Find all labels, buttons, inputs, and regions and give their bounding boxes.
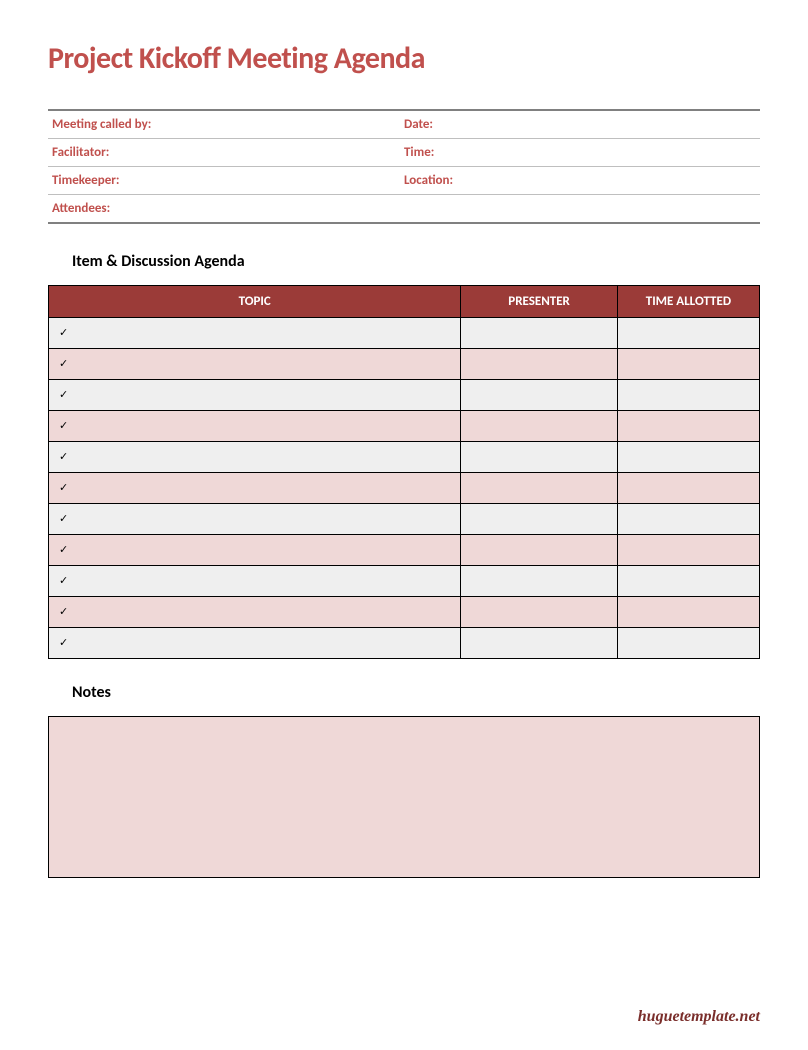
page-title: Project Kickoff Meeting Agenda — [48, 40, 760, 77]
check-icon: ✓ — [59, 636, 68, 649]
cell-presenter — [461, 597, 617, 628]
cell-presenter — [461, 442, 617, 473]
cell-presenter — [461, 628, 617, 659]
cell-topic: ✓ — [49, 628, 461, 659]
table-row: ✓ — [49, 597, 760, 628]
notes-heading: Notes — [72, 683, 760, 702]
table-row: ✓ — [49, 442, 760, 473]
cell-topic: ✓ — [49, 442, 461, 473]
cell-presenter — [461, 411, 617, 442]
cell-time — [617, 442, 759, 473]
table-row: ✓ — [49, 318, 760, 349]
table-row: ✓ — [49, 535, 760, 566]
info-row: Attendees: — [48, 195, 760, 222]
info-row: Timekeeper: Location: — [48, 167, 760, 195]
col-header-presenter: PRESENTER — [461, 286, 617, 318]
info-row: Facilitator: Time: — [48, 139, 760, 167]
check-icon: ✓ — [59, 419, 68, 432]
table-row: ✓ — [49, 628, 760, 659]
table-row: ✓ — [49, 566, 760, 597]
cell-presenter — [461, 535, 617, 566]
check-icon: ✓ — [59, 512, 68, 525]
cell-time — [617, 535, 759, 566]
cell-time — [617, 628, 759, 659]
info-label-location: Location: — [404, 173, 756, 188]
cell-topic: ✓ — [49, 566, 461, 597]
cell-topic: ✓ — [49, 597, 461, 628]
cell-topic: ✓ — [49, 473, 461, 504]
check-icon: ✓ — [59, 357, 68, 370]
notes-box — [48, 716, 760, 878]
agenda-table: TOPIC PRESENTER TIME ALLOTTED ✓ ✓ ✓ ✓ ✓ — [48, 285, 760, 659]
footer-credit: huguetemplate.net — [638, 1008, 760, 1026]
agenda-heading: Item & Discussion Agenda — [72, 252, 760, 271]
check-icon: ✓ — [59, 574, 68, 587]
cell-presenter — [461, 318, 617, 349]
agenda-header-row: TOPIC PRESENTER TIME ALLOTTED — [49, 286, 760, 318]
col-header-topic: TOPIC — [49, 286, 461, 318]
table-row: ✓ — [49, 380, 760, 411]
info-row: Meeting called by: Date: — [48, 111, 760, 139]
check-icon: ✓ — [59, 543, 68, 556]
cell-presenter — [461, 349, 617, 380]
col-header-time: TIME ALLOTTED — [617, 286, 759, 318]
check-icon: ✓ — [59, 388, 68, 401]
meeting-info-block: Meeting called by: Date: Facilitator: Ti… — [48, 109, 760, 224]
info-label-attendees: Attendees: — [52, 201, 404, 216]
cell-topic: ✓ — [49, 411, 461, 442]
cell-presenter — [461, 380, 617, 411]
table-row: ✓ — [49, 504, 760, 535]
check-icon: ✓ — [59, 481, 68, 494]
table-row: ✓ — [49, 349, 760, 380]
info-label-empty — [404, 201, 756, 216]
table-row: ✓ — [49, 411, 760, 442]
cell-time — [617, 411, 759, 442]
info-label-timekeeper: Timekeeper: — [52, 173, 404, 188]
cell-time — [617, 566, 759, 597]
cell-time — [617, 504, 759, 535]
cell-topic: ✓ — [49, 318, 461, 349]
cell-topic: ✓ — [49, 504, 461, 535]
cell-time — [617, 597, 759, 628]
cell-time — [617, 473, 759, 504]
cell-topic: ✓ — [49, 349, 461, 380]
info-label-date: Date: — [404, 117, 756, 132]
check-icon: ✓ — [59, 450, 68, 463]
cell-time — [617, 349, 759, 380]
cell-time — [617, 380, 759, 411]
table-row: ✓ — [49, 473, 760, 504]
check-icon: ✓ — [59, 605, 68, 618]
cell-topic: ✓ — [49, 535, 461, 566]
cell-presenter — [461, 504, 617, 535]
cell-time — [617, 318, 759, 349]
info-label-facilitator: Facilitator: — [52, 145, 404, 160]
cell-presenter — [461, 473, 617, 504]
check-icon: ✓ — [59, 326, 68, 339]
info-label-called-by: Meeting called by: — [52, 117, 404, 132]
cell-topic: ✓ — [49, 380, 461, 411]
cell-presenter — [461, 566, 617, 597]
info-label-time: Time: — [404, 145, 756, 160]
